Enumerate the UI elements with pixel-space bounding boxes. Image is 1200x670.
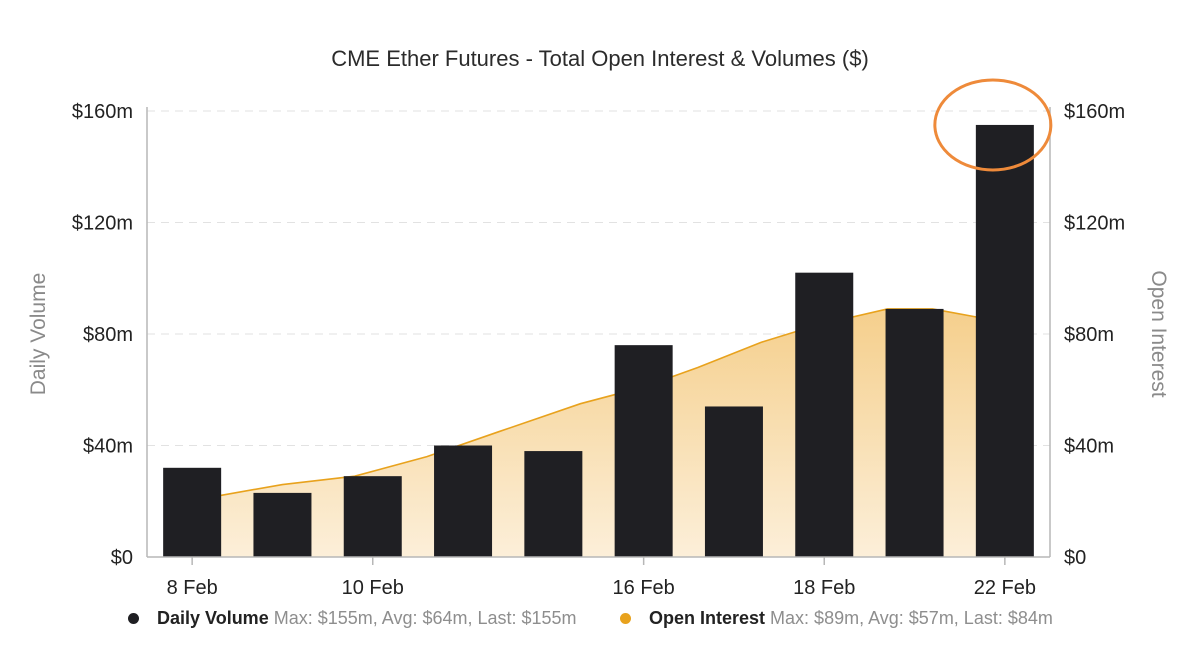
- y-tick-label-left: $80m: [83, 324, 133, 346]
- y-tick-label-right: $120m: [1064, 213, 1125, 235]
- x-tick-label: 18 Feb: [793, 577, 855, 599]
- volume-bar: [163, 467, 222, 557]
- open-interest-dot-icon: [620, 612, 631, 624]
- daily-volume-dot-icon: [128, 612, 139, 624]
- volume-bar: [343, 476, 402, 557]
- legend-item-open-interest[interactable]: Open Interest Max: $89m, Avg: $57m, Last…: [620, 608, 1053, 629]
- volume-bar: [885, 308, 944, 557]
- legend: Daily Volume Max: $155m, Avg: $64m, Last…: [0, 608, 1200, 638]
- y-tick-label-right: $80m: [1064, 324, 1114, 346]
- volume-bar: [795, 272, 854, 557]
- y-tick-label-left: $160m: [72, 101, 133, 123]
- legend-name: Daily Volume: [157, 608, 269, 628]
- x-tick-label: 8 Feb: [167, 577, 218, 599]
- volume-bar: [434, 445, 493, 557]
- volume-bar: [975, 124, 1034, 557]
- annotations: [933, 78, 1053, 172]
- y-tick-label-left: $120m: [72, 213, 133, 235]
- volume-bar: [253, 492, 312, 557]
- y-tick-label-left: $40m: [83, 436, 133, 458]
- y-tick-label-right: $40m: [1064, 436, 1114, 458]
- y-axis-right-title: Open Interest: [1147, 270, 1170, 397]
- volume-bar: [614, 345, 673, 557]
- chart-title: CME Ether Futures - Total Open Interest …: [331, 46, 869, 71]
- legend-name: Open Interest: [649, 608, 766, 628]
- y-tick-label-right: $0: [1064, 547, 1086, 569]
- y-tick-label-right: $160m: [1064, 101, 1125, 123]
- volume-bars: [163, 124, 1034, 557]
- axes: $0 $0 $40m $40m $80m $80m $120m $120m $160m $160m…: [72, 101, 1125, 599]
- volume-bar: [524, 451, 583, 557]
- x-tick-label: 22 Feb: [974, 577, 1036, 599]
- legend-stats: Max: $89m, Avg: $57m, Last: $84m: [770, 608, 1053, 628]
- y-tick-label-left: $0: [111, 547, 133, 569]
- legend-item-daily-volume[interactable]: Daily Volume Max: $155m, Avg: $64m, Last…: [128, 608, 577, 629]
- legend-stats: Max: $155m, Avg: $64m, Last: $155m: [273, 608, 577, 628]
- x-tick-label: 10 Feb: [342, 577, 404, 599]
- y-axis-left-title: Daily Volume: [27, 273, 50, 396]
- chart: CME Ether Futures - Total Open Interest …: [27, 46, 1170, 599]
- highlight-circle: [933, 78, 1053, 172]
- x-tick-label: 16 Feb: [613, 577, 675, 599]
- volume-bar: [704, 406, 763, 557]
